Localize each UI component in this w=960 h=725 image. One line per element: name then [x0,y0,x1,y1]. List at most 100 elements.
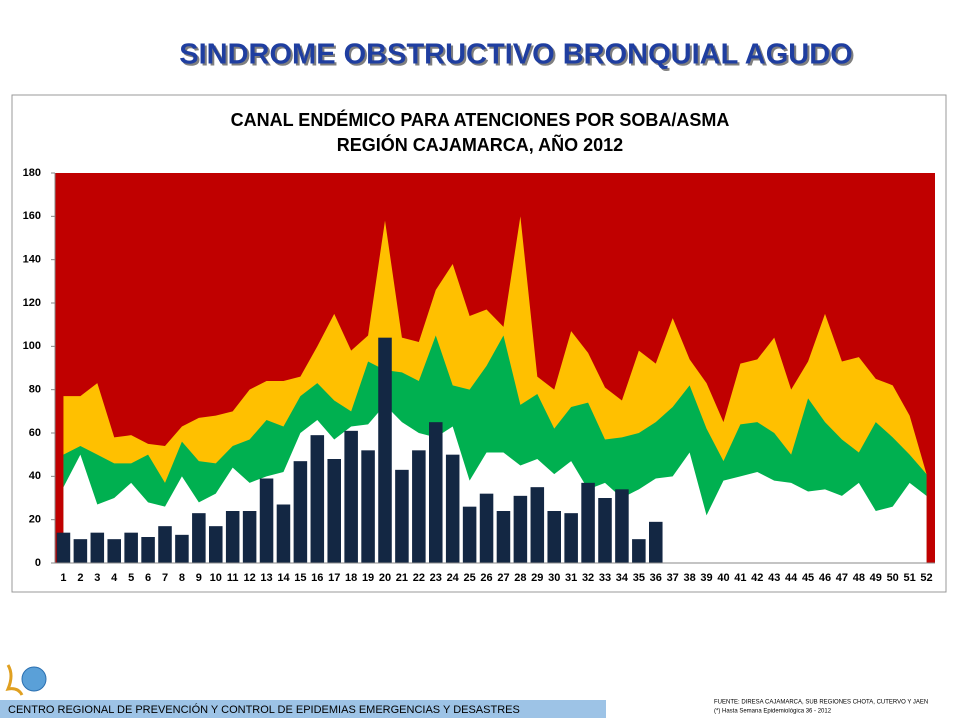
x-tick-label: 28 [514,572,526,584]
x-tick-label: 33 [599,572,611,584]
bar [378,337,392,563]
x-tick-label: 32 [582,572,594,584]
x-tick-label: 37 [667,572,679,584]
x-tick-label: 22 [413,572,425,584]
heading: SINDROME OBSTRUCTIVO BRONQUIAL AGUDO [179,39,852,71]
bar [276,504,291,563]
heading-shadow: SINDROME OBSTRUCTIVO BRONQUIAL AGUDO [181,41,854,73]
y-tick-label: 60 [29,427,41,439]
x-tick-label: 41 [734,572,746,584]
x-tick-label: 10 [210,572,222,584]
logo [21,666,47,692]
bar [513,495,528,563]
x-tick-label: 18 [345,572,357,584]
bar [530,487,545,563]
bar [327,459,341,563]
x-tick-label: 9 [196,572,202,584]
bar [242,511,257,563]
bar [496,511,511,563]
x-tick-label: 50 [887,572,899,584]
footer-source: FUENTE: DIRESA CAJAMARCA, SUB REGIONES C… [714,700,928,706]
x-tick-label: 14 [277,572,290,584]
x-tick-label: 39 [700,572,712,584]
x-tick-label: 17 [328,572,340,584]
bar [581,482,595,563]
x-tick-label: 35 [633,572,645,584]
y-tick-label: 20 [29,514,41,526]
x-tick-label: 47 [836,572,848,584]
bar [158,526,172,563]
y-tick-label: 140 [23,254,41,266]
x-tick-label: 13 [260,572,272,584]
bar [361,450,375,563]
bar [141,537,155,563]
x-tick-label: 29 [531,572,543,584]
x-tick-label: 49 [870,572,882,584]
x-tick-label: 25 [463,572,475,584]
bar [615,489,629,563]
x-tick-label: 27 [497,572,509,584]
x-tick-label: 51 [903,572,915,584]
x-tick-label: 42 [751,572,763,584]
footer-institution: CENTRO REGIONAL DE PREVENCIÓN Y CONTROL … [8,703,520,716]
x-tick-label: 34 [616,572,629,584]
bar [175,534,189,563]
x-tick-label: 15 [294,572,306,584]
x-tick-label: 38 [683,572,695,584]
bar [107,539,121,563]
chart-subtitle: REGIÓN CAJAMARCA, AÑO 2012 [337,134,623,155]
bar [73,539,88,563]
bar [412,450,426,563]
bar [209,526,223,563]
x-tick-label: 1 [60,572,66,584]
x-tick-label: 45 [802,572,814,584]
x-tick-label: 16 [311,572,323,584]
bar [293,461,308,563]
chart-title: CANAL ENDÉMICO PARA ATENCIONES POR SOBA/… [231,109,730,130]
x-tick-label: 31 [565,572,577,584]
x-tick-label: 24 [447,572,460,584]
bar [564,513,578,563]
x-tick-label: 2 [77,572,83,584]
x-tick-label: 19 [362,572,374,584]
y-tick-label: 100 [23,340,41,352]
y-tick-label: 0 [35,557,41,569]
y-tick-label: 160 [23,210,41,222]
x-tick-label: 6 [145,572,151,584]
bar [310,435,325,563]
x-tick-label: 43 [768,572,780,584]
y-tick-label: 120 [23,297,41,309]
bar [547,511,561,563]
x-tick-label: 7 [162,572,168,584]
footer-bar [0,700,606,718]
bar [192,513,206,563]
bar [225,511,240,563]
bar [462,506,477,563]
bar [90,532,105,563]
x-tick-label: 44 [785,572,798,584]
x-tick-label: 36 [650,572,662,584]
bar [429,422,443,563]
x-tick-label: 23 [430,572,442,584]
x-tick-label: 3 [94,572,100,584]
logo-mark [5,664,24,696]
y-tick-label: 180 [23,167,41,179]
bar [479,493,494,563]
bar [124,532,138,563]
x-tick-label: 5 [128,572,134,584]
x-tick-label: 40 [717,572,729,584]
x-tick-label: 4 [111,572,118,584]
x-tick-label: 21 [396,572,408,584]
bar [344,430,358,563]
x-tick-label: 52 [920,572,932,584]
bar [56,532,71,563]
bar [649,521,663,563]
x-tick-label: 26 [480,572,492,584]
y-tick-label: 80 [29,384,41,396]
bar [632,539,646,563]
x-tick-label: 48 [853,572,865,584]
x-tick-label: 30 [548,572,560,584]
bar [445,454,460,563]
